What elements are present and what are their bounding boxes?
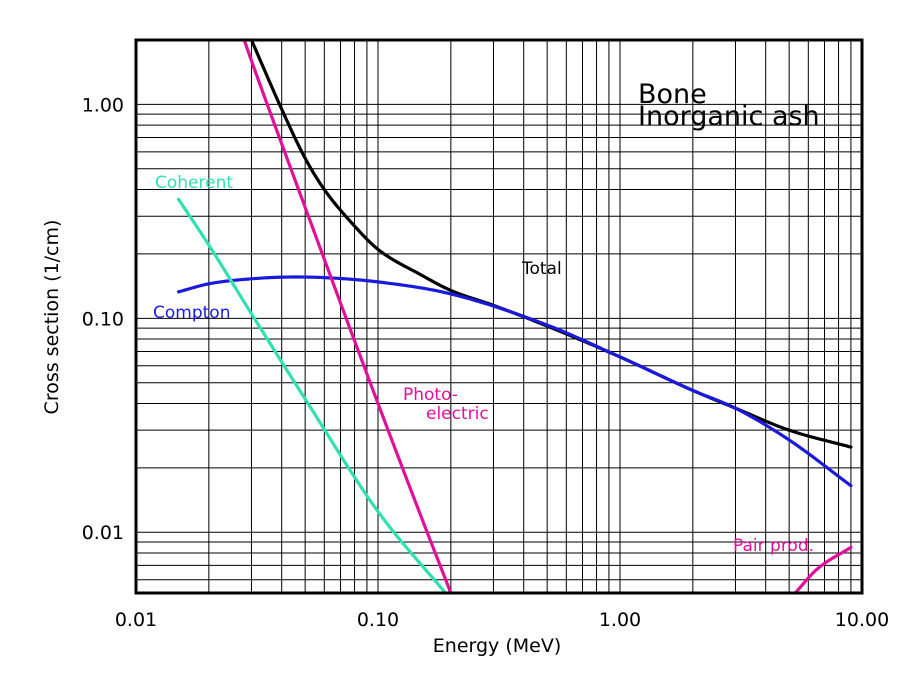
label-photo-line-1: Photo-	[403, 385, 458, 405]
chart-title-line-2: Inorganic ash	[638, 101, 820, 132]
series-line-compton	[177, 275, 853, 488]
label-compton: Compton	[153, 303, 230, 323]
y-tick-label: 1.00	[82, 94, 124, 116]
x-tick-label: 0.10	[357, 609, 399, 631]
y-tick-label: 0.01	[82, 522, 124, 544]
y-tick-label: 0.10	[82, 308, 124, 330]
label-coherent: Coherent	[155, 173, 233, 193]
y-tick-labels: 0.01 0.10 1.00	[82, 94, 124, 544]
series-line-photo-electric	[242, 38, 453, 595]
chart-title-line-1: Bone	[638, 79, 707, 110]
x-axis-label: Energy (MeV)	[433, 635, 561, 657]
y-axis-label: Cross section (1/cm)	[41, 220, 63, 415]
series-line-pair-prod	[793, 545, 853, 595]
x-tick-label: 10.00	[835, 609, 889, 631]
plot-frame	[134, 38, 864, 595]
label-photo-line-2: electric	[426, 404, 489, 424]
label-total: Total	[521, 259, 562, 279]
x-tick-label: 0.01	[115, 609, 157, 631]
x-tick-label: 1.00	[599, 609, 641, 631]
series-line-coherent	[177, 197, 448, 595]
x-tick-labels: 0.01 0.10 1.00 10.00	[115, 609, 889, 631]
label-pair-production: Pair prod.	[733, 536, 814, 556]
curves	[177, 38, 853, 595]
